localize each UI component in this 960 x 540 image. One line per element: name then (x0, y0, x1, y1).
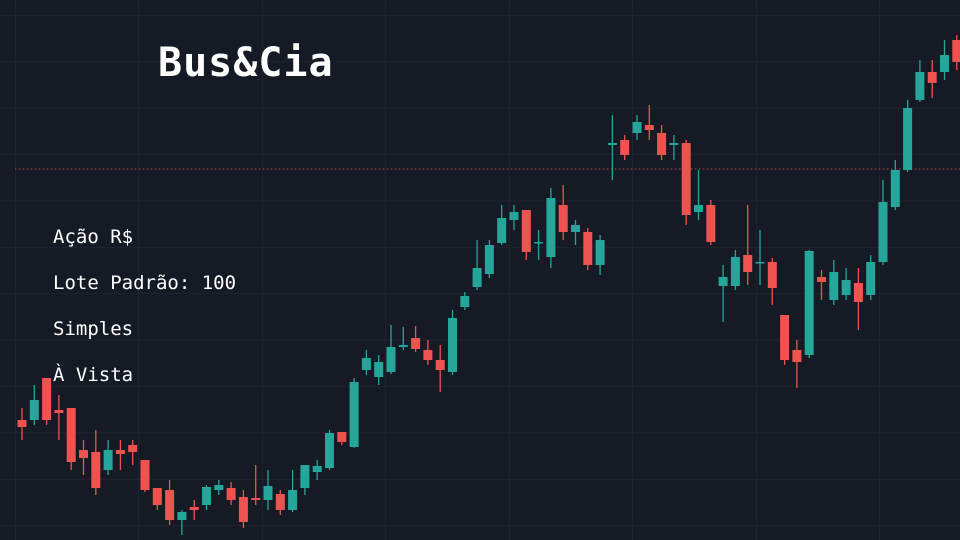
candle-body (275, 494, 285, 510)
candle-body (165, 490, 175, 520)
candle-body (79, 450, 88, 458)
candle-body (534, 242, 544, 244)
candle-body (521, 210, 531, 252)
candle-body (669, 143, 679, 145)
candle-body (755, 262, 765, 264)
brand-title: Bus&Cia (158, 40, 334, 86)
candle-body (681, 143, 691, 215)
candle-body (202, 487, 211, 505)
annotation: À Vista (53, 363, 133, 386)
candle-body (890, 170, 900, 207)
candle-body (804, 251, 814, 355)
candle-body (853, 283, 863, 302)
candle-body (927, 72, 937, 83)
candle-body (595, 240, 605, 265)
candle-body (54, 410, 64, 413)
candle-body (767, 262, 777, 288)
candle-body (780, 315, 790, 360)
candle-body (817, 277, 826, 282)
candle-body (940, 55, 949, 72)
candle-body (288, 490, 298, 510)
candle-body (177, 512, 187, 520)
candle-body (386, 347, 396, 372)
annotation: Ação R$ (53, 226, 133, 248)
annotation: Lote Padrão: 100 (53, 272, 236, 294)
candle-body (657, 133, 667, 155)
candle-body (214, 485, 224, 490)
candle-body (484, 245, 494, 274)
candle-body (472, 268, 482, 287)
candle-body (300, 465, 310, 488)
candle-body (718, 277, 728, 286)
candle-body (952, 40, 960, 62)
candle-body (263, 486, 273, 500)
annotation: Simples (53, 318, 133, 340)
candle-body (226, 488, 236, 500)
candles (15, 35, 960, 535)
candle-body (152, 488, 162, 505)
candle-body (866, 262, 876, 295)
candle-body (91, 452, 101, 488)
candle-body (903, 108, 913, 170)
candle-body (460, 296, 470, 307)
candle-body (694, 205, 703, 212)
candle-body (42, 378, 52, 420)
candle-body (398, 345, 408, 347)
candle-body (66, 408, 76, 462)
candle-body (411, 338, 421, 349)
candle-body (115, 450, 125, 454)
candle-body (435, 360, 445, 370)
candle-body (17, 420, 27, 427)
candle-body (546, 198, 556, 257)
candle-body (792, 350, 802, 362)
candle-body (644, 125, 654, 130)
candle-body (448, 318, 457, 372)
candle-body (829, 272, 839, 300)
candle-body (730, 257, 740, 286)
candle-body (706, 205, 716, 242)
candle-body (915, 72, 925, 100)
candle-body (251, 498, 261, 500)
candle-body (349, 382, 359, 447)
candle-body (361, 358, 371, 370)
candle-body (189, 507, 199, 510)
candle-body (620, 140, 630, 155)
candle-body (509, 212, 519, 220)
candle-body (607, 143, 617, 145)
candle-body (374, 362, 384, 377)
candle-body (583, 232, 593, 265)
candle-body (497, 218, 507, 243)
candle-body (337, 432, 347, 442)
candle-body (238, 497, 248, 522)
candle-body (878, 202, 888, 262)
candle-body (140, 460, 150, 490)
candle-body (743, 255, 753, 272)
candle-body (29, 400, 39, 420)
candle-body (103, 450, 113, 470)
candle-body (558, 205, 568, 232)
candle-body (841, 280, 851, 295)
candle-body (632, 122, 642, 133)
candle-body (423, 350, 433, 360)
candle-body (571, 225, 580, 232)
candle-body (325, 433, 334, 468)
candle-body (128, 445, 138, 452)
candle-body (312, 466, 322, 472)
